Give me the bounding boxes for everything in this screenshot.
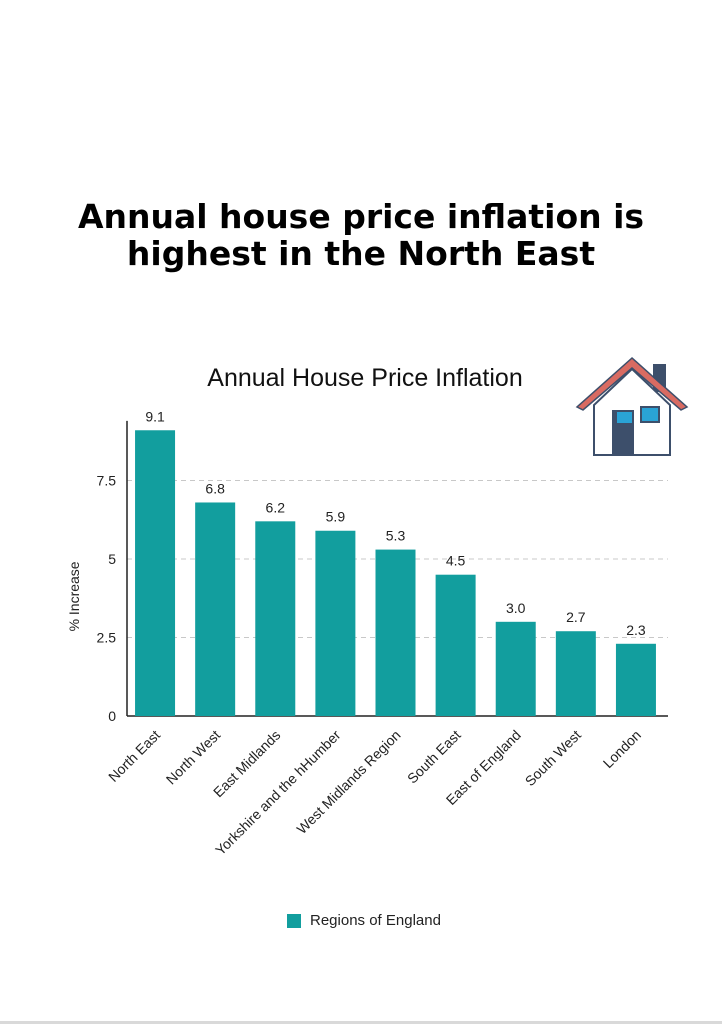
x-tick-label: London <box>600 727 644 771</box>
bar <box>435 574 476 716</box>
headline-line-2: highest in the North East <box>126 234 596 273</box>
bar-chart: Annual House Price Inflation % Increase 0 2… <box>66 364 668 859</box>
chart-title: Annual House Price Inflation <box>207 364 522 392</box>
bar <box>315 530 356 716</box>
bar <box>195 502 236 716</box>
page-headline: Annual house price inflation is highest … <box>0 198 722 272</box>
y-tick-label: 2.5 <box>97 630 117 646</box>
legend-swatch <box>287 913 301 928</box>
data-label: 6.2 <box>266 499 286 515</box>
data-label: 3.0 <box>506 600 526 616</box>
house-icon <box>575 356 689 456</box>
y-axis-label: % Increase <box>66 561 82 631</box>
y-tick-label: 5 <box>108 551 116 567</box>
bar <box>135 430 176 716</box>
data-label: 4.5 <box>446 553 466 569</box>
x-tick-label: West Midlands Region <box>293 727 403 837</box>
x-tick-label: North East <box>105 727 163 785</box>
bar <box>495 621 536 716</box>
x-tick-label: Yorkshire and the hHumber <box>212 727 344 859</box>
x-tick-label: South West <box>522 727 584 789</box>
data-label: 2.3 <box>626 622 646 638</box>
y-tick-label: 7.5 <box>97 473 117 489</box>
legend-label: Regions of England <box>310 912 441 929</box>
x-tick-label: South East <box>404 727 464 787</box>
data-label: 5.3 <box>386 528 406 544</box>
bar <box>615 643 656 716</box>
data-label: 2.7 <box>566 609 586 625</box>
x-tick-label: North West <box>163 727 224 788</box>
chart-legend: Regions of England <box>287 912 441 929</box>
data-label: 6.8 <box>205 480 225 496</box>
bar <box>255 521 296 716</box>
y-tick-label: 0 <box>108 708 116 724</box>
headline-line-1: Annual house price inflation is <box>77 197 645 236</box>
data-label: 5.9 <box>326 509 346 525</box>
bar <box>375 549 416 716</box>
bottom-divider <box>0 1021 722 1024</box>
data-label: 9.1 <box>145 408 165 424</box>
bar <box>555 631 596 716</box>
